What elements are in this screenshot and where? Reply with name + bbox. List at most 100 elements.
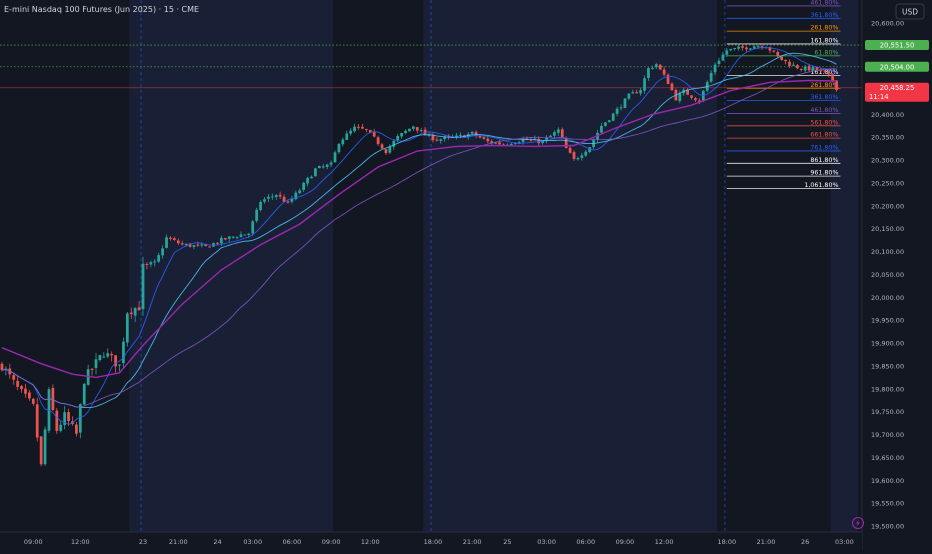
candle-body: [259, 201, 262, 210]
fib-level-label: 461.80%: [810, 0, 838, 6]
candle-body: [200, 244, 204, 246]
candle-body: [553, 132, 556, 136]
price-tick-label: 20,150.00: [871, 225, 904, 233]
fib-level-label: 261.80%: [810, 82, 838, 89]
candle-body: [110, 354, 114, 356]
candle-body: [615, 108, 619, 114]
time-axis[interactable]: 09:00 12:00 23 21:00 24 03:00 06:00 09:00 12:00 1…: [0, 531, 862, 550]
candle-body: [568, 147, 572, 153]
candle-body: [694, 98, 697, 101]
candle-body: [24, 388, 27, 394]
candle-body: [396, 135, 400, 141]
price-tick-label: 19,800.00: [871, 385, 904, 393]
candle-body: [627, 93, 631, 99]
candle-body: [584, 151, 588, 156]
candle-body: [498, 142, 501, 145]
time-tick-label: 23: [139, 538, 147, 546]
candle-body: [643, 78, 646, 91]
fib-level-label: 261.80%: [810, 25, 838, 32]
candle-body: [196, 244, 200, 246]
fib-level-label: 61.80%: [814, 49, 838, 56]
price-badge-mid: [865, 61, 929, 72]
price-tick-label: 19,650.00: [871, 454, 904, 462]
currency-label: USD: [902, 8, 918, 17]
candle-body: [400, 132, 403, 137]
price-badge-mid-label: 20,504.00: [880, 63, 915, 71]
candle-body: [807, 65, 811, 71]
symbol-title[interactable]: E-mini Nasdaq 100 Futures (Jun 2025) · 1…: [4, 5, 199, 14]
candle-body: [216, 242, 219, 244]
candle-body: [337, 143, 341, 153]
fib-level-label: 961.80%: [810, 170, 838, 177]
price-tick-label: 20,350.00: [871, 134, 904, 142]
currency-button[interactable]: USD: [895, 3, 925, 20]
candle-body: [118, 364, 121, 366]
candle-body: [545, 137, 548, 142]
candle-body: [306, 177, 309, 184]
candle-body: [78, 404, 82, 433]
candle-body: [0, 363, 4, 371]
candle-body: [239, 234, 243, 238]
candle-body: [165, 237, 168, 248]
candle-body: [208, 246, 211, 248]
lightning-icon[interactable]: [852, 517, 864, 529]
candle-body: [75, 424, 78, 434]
candle-body: [141, 263, 145, 310]
candle-body: [286, 201, 290, 203]
candle-body: [494, 142, 498, 144]
candle-body: [635, 92, 639, 94]
candle-body: [349, 130, 353, 134]
price-tick-label: 19,900.00: [871, 340, 904, 348]
candle-body: [607, 120, 611, 122]
session-band: [717, 0, 831, 532]
time-tick-label: 25: [503, 538, 511, 546]
candle-body: [388, 146, 392, 153]
candle-body: [149, 262, 153, 265]
time-tick-label: 12:00: [361, 538, 380, 546]
candle-body: [792, 64, 795, 66]
candle-body: [169, 237, 172, 239]
time-tick-label: 03:00: [835, 538, 854, 546]
candle-body: [317, 166, 321, 169]
candle-body: [357, 126, 360, 128]
candle-body: [321, 166, 325, 168]
candle-body: [721, 54, 725, 61]
price-badge-last-countdown: 11:14: [869, 93, 889, 101]
price-tick-label: 19,700.00: [871, 431, 904, 439]
candle-body: [102, 356, 106, 358]
time-tick-label: 26: [801, 538, 809, 546]
candle-body: [603, 122, 607, 126]
candle-body: [172, 238, 176, 241]
candle-body: [204, 243, 208, 246]
candle-body: [98, 355, 102, 361]
price-axis[interactable]: 19,500.00 19,550.00 19,600.00 19,650.00 19,7…: [861, 0, 932, 550]
fib-level-label: 361.80%: [810, 94, 838, 101]
candle-body: [404, 130, 407, 134]
candle-body: [90, 368, 94, 370]
session-band: [0, 0, 130, 532]
time-tick-label: 03:00: [537, 538, 556, 546]
candle-body: [772, 50, 776, 52]
price-tick-label: 20,300.00: [871, 157, 904, 165]
candle-body: [298, 190, 302, 194]
candle-body: [701, 90, 705, 102]
fib-level-label: 661.80%: [810, 132, 838, 139]
time-tick-label: 21:00: [169, 538, 188, 546]
candle-body: [662, 69, 666, 75]
ma-slow-line: [1, 68, 837, 408]
fib-level-label: 361.80%: [810, 12, 838, 19]
candle-body: [509, 144, 513, 146]
candle-body: [478, 135, 482, 138]
candle-body: [137, 307, 141, 311]
candle-body: [717, 60, 721, 65]
candle-body: [16, 381, 20, 387]
candle-body: [725, 50, 729, 55]
candle-body: [811, 66, 815, 71]
candle-body: [439, 139, 443, 141]
candle-body: [670, 83, 674, 91]
price-tick-label: 19,550.00: [871, 500, 904, 508]
candle-body: [415, 127, 419, 131]
